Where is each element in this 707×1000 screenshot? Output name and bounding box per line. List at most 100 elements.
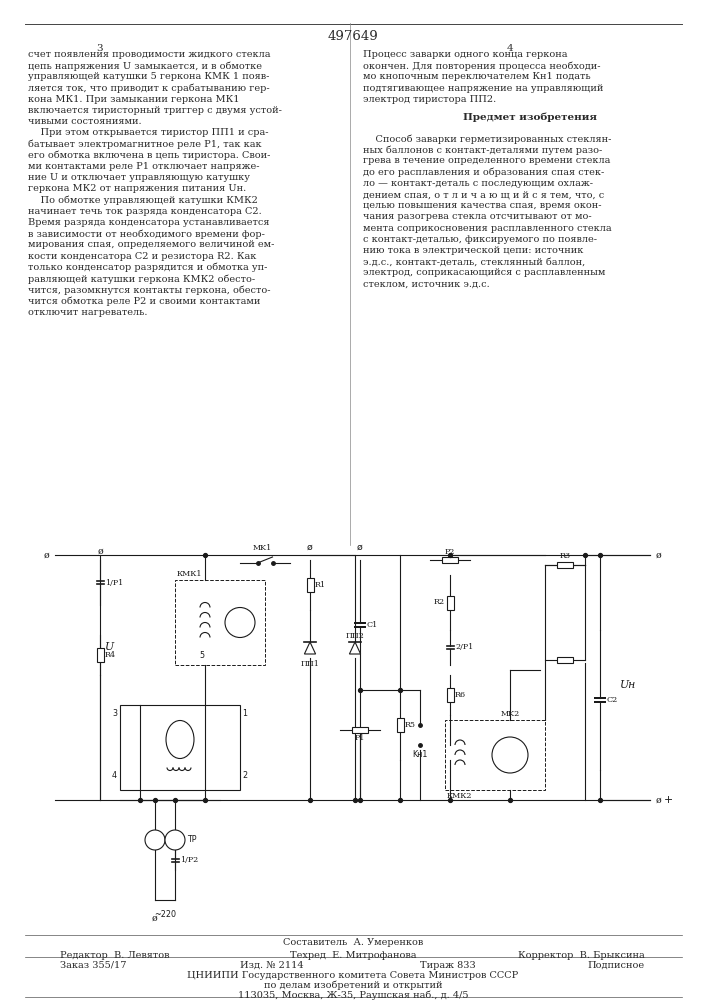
Text: 4: 4 [507,44,513,53]
Text: только конденсатор разрядится и обмотка уп-: только конденсатор разрядится и обмотка … [28,263,267,272]
Text: +: + [664,795,673,805]
Text: ПП2: ПП2 [346,632,364,640]
Polygon shape [349,642,361,654]
Text: Составитель  А. Умеренков: Составитель А. Умеренков [283,938,423,947]
Text: подтягивающее напряжение на управляющий: подтягивающее напряжение на управляющий [363,84,603,93]
Bar [120,705,240,790]
Text: 5: 5 [199,651,204,660]
Text: R6: R6 [455,691,466,699]
Text: ЦНИИПИ Государственного комитета Совета Министров СССР: ЦНИИПИ Государственного комитета Совета … [187,971,519,980]
Circle shape [165,830,185,850]
Text: Техред  Е. Митрофанова: Техред Е. Митрофанова [290,951,416,960]
Text: 3: 3 [97,44,103,53]
Text: R3: R3 [559,552,571,560]
Text: ø: ø [44,550,50,560]
Text: 497649: 497649 [327,30,378,43]
Text: ПП1: ПП1 [300,660,320,668]
Bar [175,580,265,665]
Text: Подписное: Подписное [588,961,645,970]
Text: по делам изобретений и открытий: по делам изобретений и открытий [264,981,443,990]
Text: 2: 2 [242,770,247,780]
Text: электрод, соприкасающийся с расплавленным: электрод, соприкасающийся с расплавленны… [363,268,605,277]
Text: ø: ø [97,546,103,556]
Text: цепь напряжения U замыкается, и в обмотке: цепь напряжения U замыкается, и в обмотк… [28,61,262,71]
Text: грева в течение определенного времени стекла: грева в течение определенного времени ст… [363,156,610,165]
Text: Процесс заварки одного конца геркона: Процесс заварки одного конца геркона [363,50,568,59]
Text: R4: R4 [105,651,116,659]
Bar [447,595,453,609]
Text: включается тиристорный триггер с двумя устой-: включается тиристорный триггер с двумя у… [28,106,282,115]
Bar [442,557,458,563]
Bar [352,727,368,733]
Text: геркона МК2 от напряжения питания Uн.: геркона МК2 от напряжения питания Uн. [28,184,246,193]
Text: с контакт-деталью, фиксируемого по появле-: с контакт-деталью, фиксируемого по появл… [363,235,597,244]
Circle shape [492,737,528,773]
Text: ø: ø [655,796,661,804]
Text: 1/P2: 1/P2 [180,856,198,864]
Bar [397,718,404,732]
Text: 1: 1 [242,708,247,718]
Text: ø: ø [655,550,661,560]
Text: ТР: ТР [187,836,197,844]
Bar [445,720,545,790]
Bar [307,578,313,592]
Text: Заказ 355/17: Заказ 355/17 [60,961,127,970]
Text: 3: 3 [112,708,117,718]
Text: кона МК1. При замыкании геркона МК1: кона МК1. При замыкании геркона МК1 [28,95,240,104]
Polygon shape [305,642,315,654]
Text: его обмотка включена в цепь тиристора. Свои-: его обмотка включена в цепь тиристора. С… [28,151,270,160]
Text: C2: C2 [607,696,618,704]
Text: батывает электромагнитное реле Р1, так как: батывает электромагнитное реле Р1, так к… [28,140,262,149]
Text: дением спая, о т л и ч а ю щ и й с я тем, что, с: дением спая, о т л и ч а ю щ и й с я тем… [363,190,604,199]
Text: в зависимости от необходимого времени фор-: в зависимости от необходимого времени фо… [28,229,265,239]
Text: Uн: Uн [620,680,636,690]
Text: счет появления проводимости жидкого стекла: счет появления проводимости жидкого стек… [28,50,271,59]
Text: U: U [105,643,114,652]
Circle shape [145,830,165,850]
Text: ~220: ~220 [154,910,176,919]
Text: э.д.с., контакт-деталь, стеклянный баллон,: э.д.с., контакт-деталь, стеклянный балло… [363,257,585,266]
Text: 113035, Москва, Ж-35, Раушская наб., д. 4/5: 113035, Москва, Ж-35, Раушская наб., д. … [238,991,468,1000]
Bar [557,562,573,568]
Text: По обмотке управляющей катушки КМК2: По обмотке управляющей катушки КМК2 [28,196,258,205]
Text: P2: P2 [445,548,455,556]
Text: до его расплавления и образования спая стек-: до его расплавления и образования спая с… [363,168,604,177]
Text: отключит нагреватель.: отключит нагреватель. [28,308,148,317]
Text: целью повышения качества спая, время окон-: целью повышения качества спая, время око… [363,201,602,210]
Text: ø: ø [307,543,313,552]
Text: чится, разомкнутся контакты геркона, обесто-: чится, разомкнутся контакты геркона, обе… [28,285,271,295]
Text: мента соприкосновения расплавленного стекла: мента соприкосновения расплавленного сте… [363,224,612,233]
Text: кости конденсатора С2 и резистора R2. Как: кости конденсатора С2 и резистора R2. Ка… [28,252,257,261]
Text: мирования спая, определяемого величиной ем-: мирования спая, определяемого величиной … [28,240,274,249]
Text: 1/P1: 1/P1 [105,578,123,586]
Bar [447,688,453,702]
Text: Изд. № 2114: Изд. № 2114 [240,961,303,970]
Text: ло — контакт-деталь с последующим охлаж-: ло — контакт-деталь с последующим охлаж- [363,179,593,188]
Text: Способ заварки герметизированных стеклян-: Способ заварки герметизированных стеклян… [363,134,612,144]
Text: MK2: MK2 [501,710,520,718]
Text: Время разряда конденсатора устанавливается: Время разряда конденсатора устанавливает… [28,218,269,227]
Text: ми контактами реле Р1 отключает напряже-: ми контактами реле Р1 отключает напряже- [28,162,259,171]
Text: электрод тиристора ПП2.: электрод тиристора ПП2. [363,95,496,104]
Text: нию тока в электрической цепи: источник: нию тока в электрической цепи: источник [363,246,583,255]
Text: ø: ø [357,543,363,552]
Text: чания разогрева стекла отсчитывают от мо-: чания разогрева стекла отсчитывают от мо… [363,212,592,221]
Text: При этом открывается тиристор ПП1 и сра-: При этом открывается тиристор ПП1 и сра- [28,128,269,137]
Text: КМК1: КМК1 [177,570,202,578]
Text: MK1: MK1 [252,544,271,552]
Text: чится обмотка реле Р2 и своими контактами: чится обмотка реле Р2 и своими контактам… [28,296,260,306]
Circle shape [225,607,255,638]
Text: стеклом, источник э.д.с.: стеклом, источник э.д.с. [363,280,490,289]
Text: R1: R1 [315,581,326,589]
Text: окончен. Для повторения процесса необходи-: окончен. Для повторения процесса необход… [363,61,600,71]
Text: ø: ø [152,914,158,922]
Text: чивыми состояниями.: чивыми состояниями. [28,117,141,126]
Text: 4: 4 [112,770,117,780]
Text: C1: C1 [366,621,378,629]
Text: Kн1: Kн1 [412,750,428,759]
Text: Тираж 833: Тираж 833 [420,961,476,970]
Text: R5: R5 [405,721,416,729]
Ellipse shape [166,720,194,758]
Bar [557,657,573,663]
Text: равляющей катушки геркона КМК2 обесто-: равляющей катушки геркона КМК2 обесто- [28,274,255,284]
